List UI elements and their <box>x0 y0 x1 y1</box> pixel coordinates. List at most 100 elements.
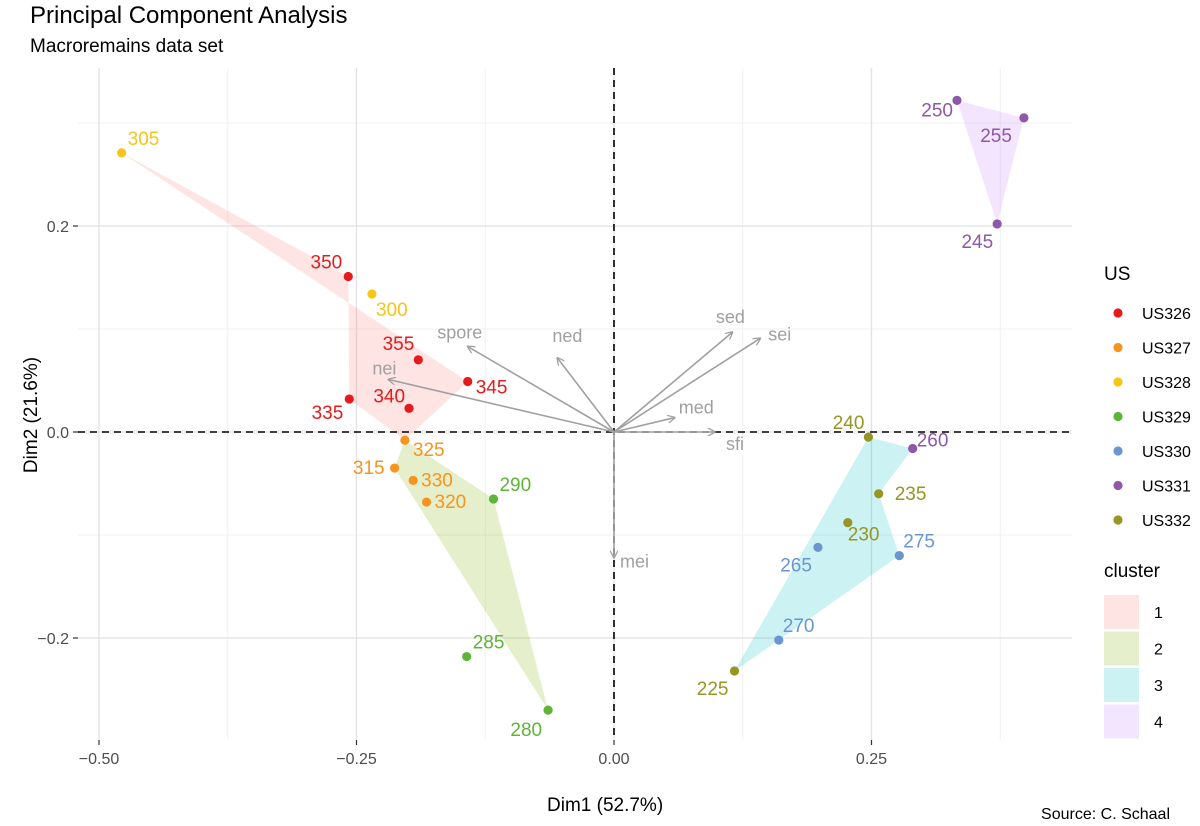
legend-label-cluster-4: 4 <box>1154 715 1163 732</box>
legend-key-US332 <box>1113 515 1123 525</box>
point-285 <box>462 651 472 662</box>
legend-key-US331 <box>1113 480 1123 491</box>
point-330 <box>408 475 418 486</box>
vector-label-med: med <box>679 398 714 418</box>
legend-label-US329: US329 <box>1142 410 1191 427</box>
legend-key-US329 <box>1113 411 1123 422</box>
legend-label-US328: US328 <box>1142 375 1191 392</box>
point-label-285: 285 <box>473 633 505 654</box>
point-345 <box>463 376 473 387</box>
point-325 <box>400 435 410 445</box>
y-axis-label: Dim2 (21.6%) <box>21 356 42 474</box>
point-label-305: 305 <box>128 129 160 150</box>
vector-label-spore: spore <box>437 323 482 343</box>
vector-arrow-ned <box>557 358 615 433</box>
point-240 <box>863 432 874 442</box>
x-tick-label: 0.25 <box>856 751 887 768</box>
point-label-245: 245 <box>961 232 993 253</box>
reference-lines <box>78 68 1072 740</box>
cluster-hull-4 <box>957 100 1024 224</box>
point-label-270: 270 <box>783 616 815 637</box>
legend: US326 US327 US328 US329 US330 US331 US332 1 2 3 4 <box>1104 306 1191 739</box>
cluster-hull-1 <box>121 152 468 441</box>
vector-label-mei: mei <box>620 552 649 572</box>
point-255 <box>1019 113 1029 123</box>
point-label-330: 330 <box>421 470 453 491</box>
legend-swatch-cluster-2 <box>1104 631 1139 666</box>
point-250 <box>952 95 962 105</box>
point-label-255: 255 <box>980 126 1012 147</box>
vector-arrow-sei <box>613 338 760 433</box>
vector-label-sfi: sfi <box>726 434 744 454</box>
x-tick-label: −0.25 <box>336 751 377 768</box>
point-335 <box>344 394 354 404</box>
point-225 <box>729 666 740 676</box>
point-label-350: 350 <box>311 252 343 273</box>
point-label-300: 300 <box>376 300 408 321</box>
vector-label-ned: ned <box>552 326 582 346</box>
x-tick-label: −0.50 <box>79 751 120 768</box>
legend-swatch-cluster-1 <box>1104 595 1139 629</box>
legend-label-cluster-3: 3 <box>1154 678 1163 695</box>
grid-lines <box>78 68 1072 740</box>
legend-swatch-cluster-4 <box>1104 704 1139 739</box>
point-290 <box>488 494 499 504</box>
point-275 <box>894 551 904 561</box>
cluster-hull-2 <box>394 440 549 711</box>
legend-title-us: US <box>1104 264 1131 285</box>
point-label-320: 320 <box>435 492 467 513</box>
x-tick-label: 0.00 <box>598 751 629 768</box>
point-340 <box>404 403 414 413</box>
vector-label-sed: sed <box>716 307 745 327</box>
point-label-335: 335 <box>312 403 344 424</box>
point-label-275: 275 <box>903 532 935 553</box>
vector-arrow-sed <box>613 332 732 433</box>
point-270 <box>774 635 784 645</box>
legend-label-US327: US327 <box>1142 341 1191 358</box>
point-label-240: 240 <box>833 413 865 434</box>
legend-key-US327 <box>1113 342 1123 353</box>
vector-label-sei: sei <box>768 324 791 344</box>
y-tick-label: −0.2 <box>37 631 69 648</box>
legend-label-US330: US330 <box>1142 444 1191 461</box>
point-label-230: 230 <box>848 525 880 546</box>
point-260 <box>908 443 918 454</box>
cluster-hull-3 <box>734 437 913 671</box>
vector-arrow-spore <box>468 347 615 433</box>
chart-title: Principal Component Analysis <box>30 2 348 29</box>
legend-key-US326 <box>1113 308 1123 318</box>
y-tick-label: 0.2 <box>47 219 69 236</box>
point-label-325: 325 <box>413 440 445 461</box>
point-230 <box>843 518 853 528</box>
vector-label-nei: nei <box>372 358 396 378</box>
point-300 <box>367 289 377 299</box>
cluster-hulls <box>121 100 1024 711</box>
y-tick-label: 0.0 <box>47 425 69 442</box>
point-label-235: 235 <box>895 484 927 505</box>
point-label-340: 340 <box>373 386 405 407</box>
point-label-250: 250 <box>921 100 953 121</box>
point-label-225: 225 <box>697 679 729 700</box>
vector-arrow-med <box>613 418 675 433</box>
x-axis-label: Dim1 (52.7%) <box>547 795 664 816</box>
point-label-355: 355 <box>383 334 415 355</box>
legend-label-cluster-2: 2 <box>1154 642 1163 659</box>
point-315 <box>390 463 400 473</box>
point-label-345: 345 <box>476 378 508 399</box>
point-235 <box>874 489 884 499</box>
point-label-280: 280 <box>510 720 542 741</box>
legend-label-cluster-1: 1 <box>1154 605 1163 622</box>
axes: −0.50 −0.25 0.00 0.25 −0.2 0.0 0.2 <box>37 219 887 768</box>
legend-label-US332: US332 <box>1142 513 1191 530</box>
point-320 <box>421 497 432 507</box>
legend-label-US326: US326 <box>1142 306 1191 323</box>
point-305 <box>117 148 127 158</box>
point-label-290: 290 <box>499 475 531 496</box>
chart-caption: Source: C. Schaal <box>1041 806 1170 823</box>
point-265 <box>813 542 823 552</box>
legend-title-cluster: cluster <box>1104 561 1160 582</box>
point-355 <box>413 355 423 365</box>
point-245 <box>992 219 1002 229</box>
point-label-265: 265 <box>780 555 812 576</box>
